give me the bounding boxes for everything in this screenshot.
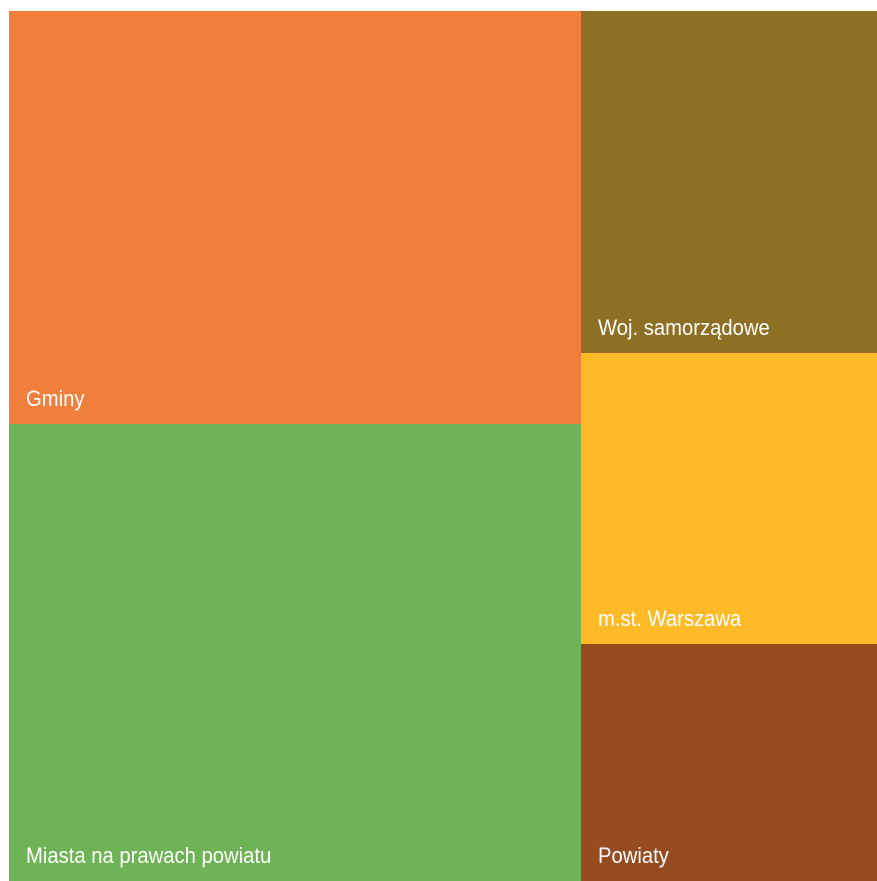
treemap-cell: Woj. samorządowe: [581, 11, 877, 353]
treemap-cell: Powiaty: [581, 644, 877, 881]
treemap-cell: Gminy: [9, 11, 581, 424]
treemap-cell-label: m.st. Warszawa: [598, 606, 742, 631]
treemap-cell-label: Gminy: [26, 386, 85, 411]
treemap-cell: Miasta na prawach powiatu: [9, 424, 581, 881]
treemap-cell-label: Woj. samorządowe: [598, 315, 770, 340]
treemap-cell: m.st. Warszawa: [581, 353, 877, 644]
treemap-cell-label: Powiaty: [598, 843, 669, 868]
treemap-cell-label: Miasta na prawach powiatu: [26, 843, 272, 868]
treemap-chart: Gminy Miasta na prawach powiatu Woj. samor…: [9, 11, 877, 881]
